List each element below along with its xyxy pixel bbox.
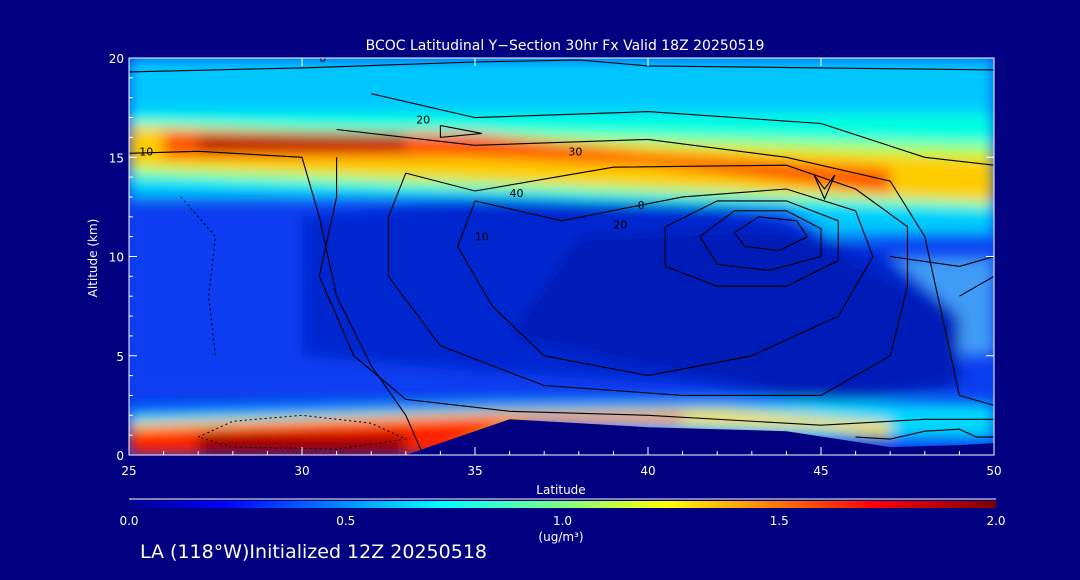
contour-label: 10 <box>475 231 489 244</box>
field-band <box>198 433 406 455</box>
y-tick-label: 15 <box>109 151 124 165</box>
colorbar-ticks: 0.0 0.5 1.0 1.5 2.0 <box>119 514 1005 528</box>
contour-line <box>699 210 822 271</box>
contour-line <box>890 255 994 267</box>
contour-line <box>439 124 483 139</box>
contour-line <box>336 128 994 406</box>
contour-label: 30 <box>568 145 582 158</box>
y-axis-label: Altitude (km) <box>86 219 100 298</box>
colorbar-tick-label: 0.5 <box>336 514 355 528</box>
colorbar-tick-label: 1.5 <box>770 514 789 528</box>
contour-line <box>129 59 994 73</box>
field-band <box>509 226 960 406</box>
contour-line <box>129 150 424 455</box>
contour-line <box>371 93 994 166</box>
colorbar-tick-label: 1.0 <box>553 514 572 528</box>
y-tick-label: 20 <box>109 52 124 66</box>
contour-label: 10 <box>139 145 153 158</box>
x-tick-label: 45 <box>813 464 828 478</box>
x-tick-label: 50 <box>986 464 1001 478</box>
chart-title: BCOC Latitudinal Y−Section 30hr Fx Valid… <box>366 38 765 54</box>
x-tick-label: 35 <box>467 464 482 478</box>
contour-line <box>734 216 808 252</box>
x-tick-label: 25 <box>121 464 136 478</box>
contour-line <box>813 174 836 201</box>
contour-label: 40 <box>510 187 524 200</box>
colorbar-tick-label: 0.0 <box>119 514 138 528</box>
contour-line <box>855 428 994 440</box>
contour-label: 20 <box>416 114 430 127</box>
terrain <box>405 419 994 455</box>
colorbar-unit: (ug/m³) <box>538 530 583 544</box>
y-tick-label: 0 <box>116 449 124 463</box>
concentration-field <box>129 58 994 455</box>
contour-line <box>664 200 839 287</box>
colorbar <box>129 501 996 508</box>
contour-line <box>387 164 909 396</box>
contour-lines: 0 10 20 30 40 0 20 10 <box>129 52 994 455</box>
contour-label: 0 <box>638 199 645 212</box>
contour-label: 0 <box>319 52 326 65</box>
footer-text: LA (118°W)Initialized 12Z 20250518 <box>140 541 487 563</box>
field-band <box>198 135 406 152</box>
contour-line <box>318 157 994 426</box>
y-axis: 0 5 10 15 20 <box>109 52 994 463</box>
y-tick-label: 5 <box>116 350 124 364</box>
x-tick-label: 30 <box>294 464 309 478</box>
x-tick-label: 40 <box>640 464 655 478</box>
x-axis: 25 30 35 40 45 50 <box>121 58 1002 478</box>
contour-line-dashed <box>197 414 408 450</box>
contour-line-dashed <box>180 196 217 356</box>
contour-line <box>457 188 874 377</box>
y-tick-label: 10 <box>109 251 124 265</box>
contour-label: 20 <box>613 219 627 232</box>
colorbar-tick-label: 2.0 <box>986 514 1005 528</box>
contour-line <box>959 275 994 297</box>
plot-area: 0 10 20 30 40 0 20 10 <box>129 52 994 455</box>
x-axis-label: Latitude <box>536 483 585 497</box>
